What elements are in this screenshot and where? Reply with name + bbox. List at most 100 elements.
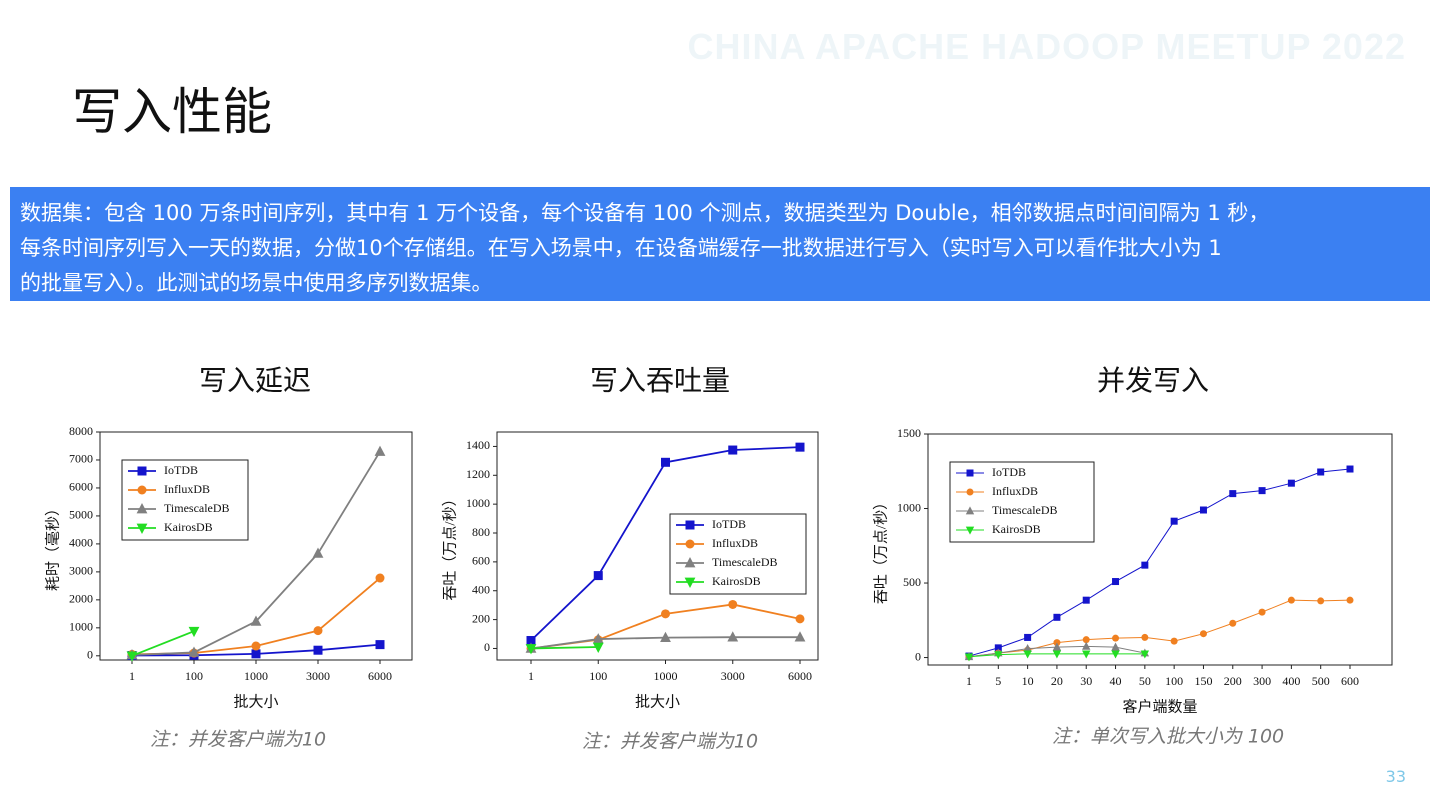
x-axis-label: 批大小: [635, 693, 680, 710]
marker: [1140, 650, 1150, 659]
marker: [250, 615, 262, 626]
x-tick-label: 10: [1022, 674, 1034, 688]
marker: [1053, 613, 1061, 621]
x-tick-label: 50: [1139, 674, 1151, 688]
x-tick-label: 300: [1253, 674, 1271, 688]
marker: [1112, 634, 1120, 642]
marker: [1287, 596, 1295, 604]
chart-note: 注：并发客户端为10: [150, 729, 326, 751]
y-axis-label: 吞吐（万点/秒）: [441, 491, 458, 600]
chart-note: 注：单次写入批大小为 100: [1052, 726, 1284, 748]
marker: [136, 523, 148, 534]
x-tick-label: 150: [1194, 674, 1212, 688]
marker: [1023, 650, 1032, 659]
legend-label: InfluxDB: [164, 482, 210, 496]
x-tick-label: 500: [1312, 674, 1330, 688]
legend-label: IoTDB: [712, 517, 746, 531]
marker: [1346, 465, 1354, 473]
marker: [1346, 596, 1354, 604]
y-tick-label: 6000: [69, 480, 93, 494]
marker: [1170, 637, 1178, 645]
marker: [1258, 608, 1266, 616]
x-tick-label: 3000: [306, 669, 330, 683]
marker: [251, 641, 261, 651]
marker: [661, 457, 670, 467]
x-tick-label: 1: [528, 669, 534, 683]
marker: [1229, 490, 1237, 498]
chart-title: 并发写入: [1097, 364, 1209, 397]
marker: [1111, 642, 1120, 651]
marker: [137, 466, 147, 476]
marker: [1052, 650, 1062, 659]
description-banner: 数据集：包含 100 万条时间序列，其中有 1 万个设备，每个设备有 100 个…: [10, 187, 1430, 301]
series-line: [131, 630, 195, 657]
marker: [1199, 630, 1207, 638]
marker: [1141, 561, 1149, 569]
marker: [375, 573, 385, 583]
marker: [794, 631, 806, 642]
y-tick-label: 1400: [466, 438, 490, 452]
marker: [1170, 517, 1178, 525]
marker: [660, 631, 671, 642]
marker: [126, 651, 138, 662]
watermark: CHINA APACHE HADOOP MEETUP 2022: [687, 26, 1406, 67]
marker: [964, 653, 974, 662]
marker: [312, 547, 324, 558]
y-tick-label: 5000: [69, 508, 93, 522]
y-tick-label: 4000: [69, 536, 93, 550]
marker: [1023, 643, 1032, 652]
marker: [313, 626, 323, 636]
y-tick-label: 500: [903, 575, 921, 589]
marker: [684, 557, 696, 568]
description-line: 数据集：包含 100 万条时间序列，其中有 1 万个设备，每个设备有 100 个…: [20, 201, 1270, 225]
marker: [728, 445, 738, 455]
x-tick-label: 1000: [654, 669, 678, 683]
legend-label: TimescaleDB: [712, 555, 778, 569]
series-line: [968, 468, 1351, 657]
legend-label: IoTDB: [992, 465, 1026, 479]
x-tick-label: 100: [1165, 674, 1183, 688]
marker: [593, 571, 603, 581]
marker: [966, 469, 974, 477]
x-tick-label: 40: [1110, 674, 1122, 688]
description-line: 每条时间序列写入一天的数据，分做10个存储组。在写入场景中，在设备端缓存一批数据…: [20, 236, 1222, 260]
x-tick-label: 6000: [368, 669, 392, 683]
marker: [1229, 619, 1237, 627]
x-tick-label: 600: [1341, 674, 1359, 688]
y-tick-label: 1500: [897, 426, 921, 440]
chart-title: 写入延迟: [199, 364, 311, 397]
marker: [685, 520, 695, 530]
marker: [1199, 506, 1207, 514]
y-tick-label: 0: [484, 640, 490, 654]
y-tick-label: 400: [472, 582, 490, 596]
y-tick-label: 1000: [897, 500, 921, 514]
y-tick-label: 0: [915, 649, 921, 663]
marker: [1024, 633, 1032, 641]
marker: [965, 506, 975, 515]
series-line: [530, 646, 599, 650]
x-tick-label: 200: [1224, 674, 1242, 688]
y-tick-label: 200: [472, 611, 490, 625]
y-tick-label: 1000: [466, 496, 490, 510]
x-tick-label: 30: [1080, 674, 1092, 688]
y-tick-label: 800: [472, 525, 490, 539]
marker: [1111, 650, 1120, 659]
marker: [1258, 487, 1266, 495]
y-tick-label: 3000: [69, 564, 93, 578]
marker: [1112, 578, 1120, 586]
marker: [525, 644, 537, 655]
legend-box: [949, 461, 1095, 543]
x-tick-label: 1: [129, 669, 135, 683]
legend-label: TimescaleDB: [164, 501, 230, 515]
x-tick-label: 1000: [244, 669, 268, 683]
marker: [526, 636, 536, 646]
marker: [795, 614, 805, 624]
y-tick-label: 8000: [69, 424, 93, 438]
y-tick-label: 2000: [69, 592, 93, 606]
marker: [1082, 596, 1090, 604]
x-tick-label: 400: [1282, 674, 1300, 688]
marker: [1141, 633, 1149, 641]
marker: [1052, 642, 1062, 651]
x-tick-label: 100: [589, 669, 607, 683]
